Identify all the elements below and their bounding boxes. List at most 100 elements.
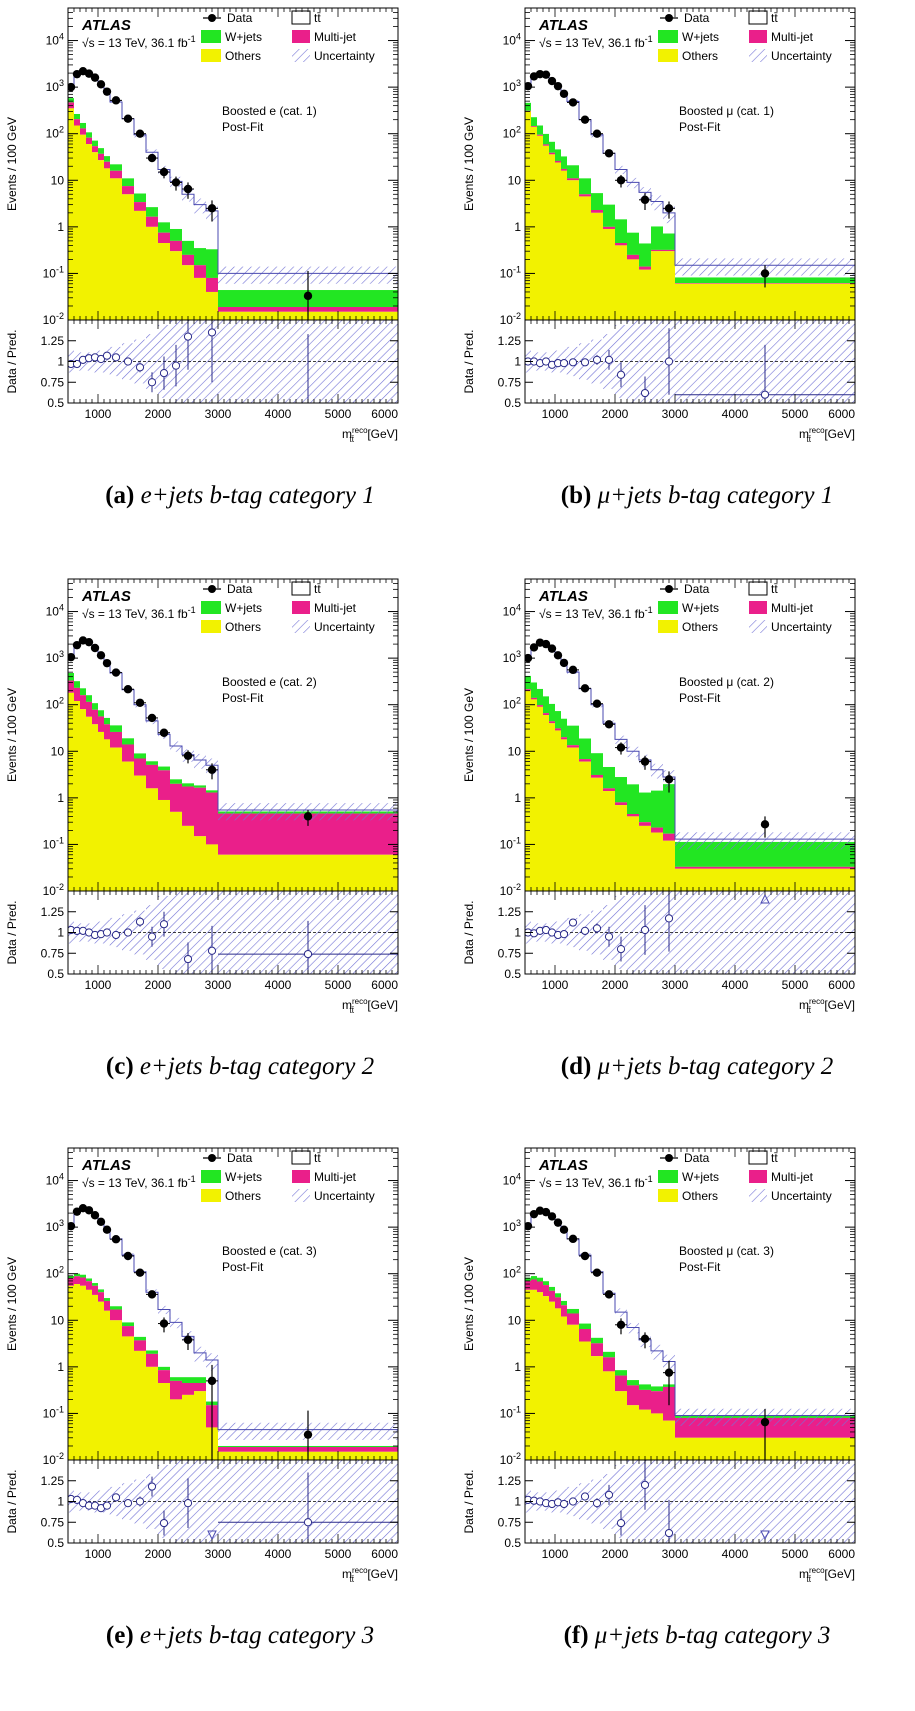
x-tick-label: 1000: [542, 978, 569, 992]
bar-others: [525, 690, 531, 891]
bar-multijet: [615, 1375, 627, 1392]
ratio-plot-area: [68, 891, 398, 974]
bar-multijet: [104, 161, 110, 169]
y-tick-label: 10-1: [500, 264, 521, 280]
x-axis-label: mreco tt̄ [GeV]: [342, 426, 398, 444]
bar-ttbar: [543, 1211, 549, 1282]
legend-multijet-swatch: [292, 601, 310, 614]
ratio-point: [664, 357, 674, 366]
bar-others: [182, 265, 194, 320]
ratio-uncertainty-band: [206, 1460, 218, 1543]
legend: Data tt̄ W+jets Multi-jet Others Uncertainty: [201, 1150, 375, 1203]
main-plot-area: [525, 1206, 855, 1460]
bar-wjets: [98, 148, 104, 154]
bar-multijet: [603, 226, 615, 229]
postfit-label: Post-Fit: [679, 691, 721, 705]
bar-wjets: [525, 102, 531, 111]
bar-ttbar: [567, 101, 579, 166]
bar-others: [146, 1366, 158, 1460]
bar-wjets: [74, 681, 80, 688]
bar-multijet: [555, 160, 561, 163]
ratio-point: [640, 1480, 650, 1489]
bar-ttbar: [86, 74, 92, 133]
bar-wjets: [651, 226, 663, 250]
postfit-label: Post-Fit: [679, 120, 721, 134]
data-point: [568, 98, 578, 107]
bar-others: [206, 844, 218, 891]
caption-letter: (f): [564, 1622, 589, 1649]
ratio-point: [72, 359, 82, 369]
data-point: [592, 699, 602, 708]
bar-wjets: [170, 1377, 182, 1381]
ratio-point: [135, 917, 145, 926]
bar-multijet: [591, 774, 603, 778]
bar-ttbar: [531, 75, 537, 118]
x-axis-label: mreco tt̄ [GeV]: [799, 426, 855, 444]
legend-ttbar-label: tt̄: [314, 1151, 321, 1165]
data-point: [90, 643, 100, 653]
bar-others: [98, 1301, 104, 1460]
bar-ttbar: [146, 152, 158, 208]
y-tick-label: 103: [46, 1218, 64, 1234]
bar-multijet: [98, 716, 104, 732]
main-plot-area: [525, 69, 855, 320]
bar-multijet: [639, 1389, 651, 1410]
y-tick-label: 1: [57, 220, 64, 234]
legend-others-label: Others: [682, 49, 718, 63]
data-point: [102, 87, 112, 96]
data-point: [568, 1234, 578, 1244]
data-point: [123, 685, 133, 694]
bar-others: [110, 747, 122, 891]
bar-ttbar: [92, 78, 98, 141]
bar-multijet: [110, 170, 122, 179]
ratio-y-tick-label: 1.25: [498, 1474, 522, 1488]
legend-data-marker: [665, 14, 673, 22]
x-tick-label: 1000: [542, 1547, 569, 1561]
legend-wjets-swatch: [658, 601, 678, 614]
legend-ttbar-label: tt̄: [771, 1151, 778, 1165]
bar-others: [537, 135, 543, 320]
region-label: Boosted e (cat. 3): [222, 1244, 317, 1258]
bar-others: [639, 825, 651, 891]
bar-multijet: [182, 1383, 194, 1395]
bar-others: [531, 1289, 537, 1460]
bar-others: [663, 251, 675, 320]
caption-letter: (d): [561, 1053, 592, 1080]
x-tick-label: 3000: [205, 1547, 232, 1561]
bar-others: [549, 1301, 555, 1460]
data-point: [147, 1290, 157, 1299]
legend-ttbar-swatch: [291, 10, 311, 25]
data-point: [72, 640, 82, 650]
bar-ttbar: [122, 1255, 134, 1323]
bar-ttbar: [555, 654, 561, 712]
y-tick-label: 1: [57, 1360, 64, 1374]
ratio-point: [135, 1497, 145, 1506]
bar-wjets: [603, 1351, 615, 1358]
data-point: [529, 643, 539, 652]
bar-multijet: [561, 737, 567, 740]
x-tick-label: 3000: [662, 407, 689, 421]
legend-data-label: Data: [227, 582, 253, 596]
bar-others: [134, 1350, 146, 1460]
bar-multijet: [615, 802, 627, 806]
bar-ttbar: [104, 1228, 110, 1299]
bar-others: [561, 1316, 567, 1460]
bar-multijet: [543, 1285, 549, 1297]
data-point: [604, 1290, 614, 1299]
bar-multijet: [194, 787, 206, 837]
bar-wjets: [651, 1386, 663, 1392]
y-tick-label: 10: [508, 1313, 522, 1327]
bar-wjets: [615, 219, 627, 244]
data-point: [123, 1251, 133, 1261]
bar-multijet: [74, 687, 80, 702]
bar-others: [567, 747, 579, 891]
ratio-point: [664, 914, 674, 923]
x-tick-label: 5000: [325, 407, 352, 421]
ratio-point: [568, 358, 578, 367]
x-tick-label: 4000: [722, 407, 749, 421]
bar-multijet: [80, 128, 86, 135]
ratio-point: [183, 954, 193, 964]
bar-others: [627, 259, 639, 320]
bar-ttbar: [92, 647, 98, 704]
bar-others: [158, 243, 170, 320]
